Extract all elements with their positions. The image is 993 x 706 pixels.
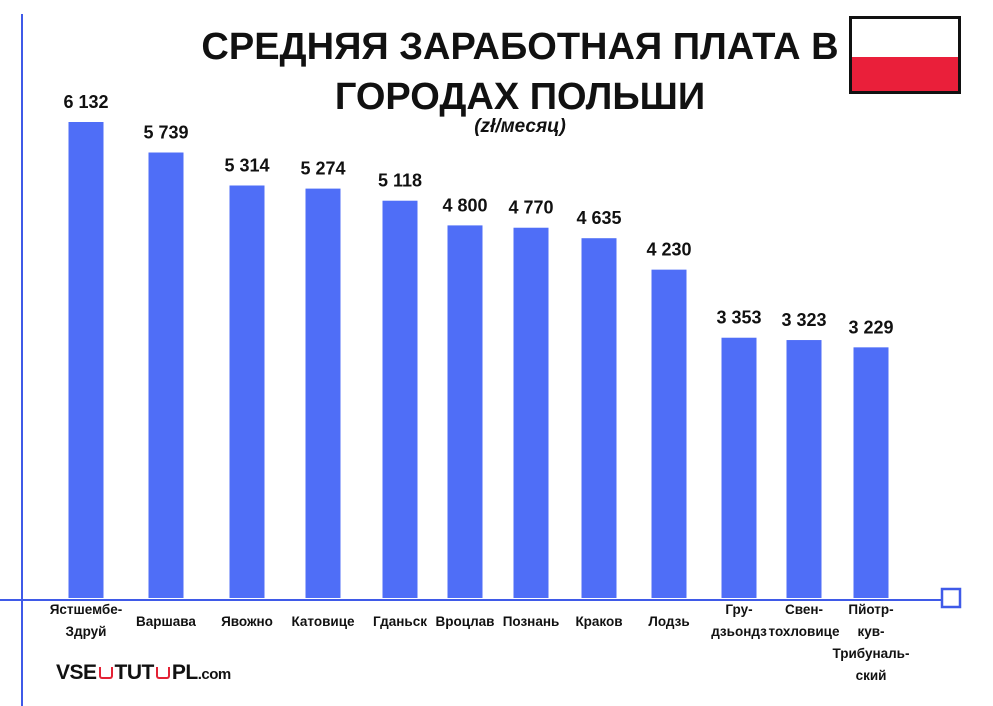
poland-flag-icon xyxy=(849,16,961,94)
bar-12 xyxy=(853,347,889,598)
category-label: Свен-тохловице xyxy=(769,602,840,639)
bar-9 xyxy=(651,269,687,598)
axis-end-square-icon xyxy=(940,587,962,609)
bar-10 xyxy=(721,337,757,598)
cart-icon xyxy=(155,667,170,680)
flag-white-stripe xyxy=(852,19,958,57)
category-label: Ястшембе-Здруй xyxy=(50,602,123,639)
category-label: Варшава xyxy=(136,614,196,629)
chart-title-line-2: ГОРОДАХ ПОЛЬШИ xyxy=(334,76,706,118)
cart-icon xyxy=(98,667,113,680)
bar-4 xyxy=(305,188,341,599)
bar-value-label: 6 132 xyxy=(63,92,108,112)
category-label: Вроцлав xyxy=(436,614,495,629)
bar-value-label: 4 770 xyxy=(508,198,553,218)
category-label: Пйотр-кув-Трибуналь-ский xyxy=(833,602,910,683)
logo-text-domain: .com xyxy=(197,666,232,683)
bar-value-label: 4 800 xyxy=(442,195,487,215)
bar-value-label: 5 118 xyxy=(378,171,422,191)
bar-5 xyxy=(382,200,418,598)
bar-8 xyxy=(581,238,617,598)
flag-red-stripe xyxy=(852,57,958,91)
category-label: Гданьск xyxy=(373,614,427,629)
vsetutpl-logo: VSE TUT PL.com xyxy=(56,661,231,685)
bar-value-label: 3 229 xyxy=(848,317,893,337)
bar-value-label: 3 323 xyxy=(781,310,826,330)
bar-11 xyxy=(786,340,822,598)
bar-7 xyxy=(513,227,549,599)
category-label: Познань xyxy=(503,614,560,629)
logo-text-tut: TUT xyxy=(114,661,155,684)
chart-title: СРЕДНЯЯ ЗАРАБОТНАЯ ПЛАТА В ГОРОДАХ ПОЛЬШ… xyxy=(160,22,880,122)
logo-text-pl: PL xyxy=(171,661,198,684)
bar-value-label: 4 635 xyxy=(576,208,621,228)
bar-6 xyxy=(447,225,483,598)
category-label: Краков xyxy=(575,614,622,629)
bar-value-label: 5 739 xyxy=(143,123,188,143)
category-label: Гру-дзьондз xyxy=(711,602,767,639)
category-label: Явожно xyxy=(221,614,273,629)
bar-2 xyxy=(148,152,184,599)
bar-3 xyxy=(229,185,265,598)
category-label: Катовице xyxy=(292,614,355,629)
bar-value-label: 5 314 xyxy=(224,155,269,175)
bar-value-label: 4 230 xyxy=(646,240,691,260)
bar-value-label: 3 353 xyxy=(716,308,761,328)
logo-text-vse: VSE xyxy=(56,661,97,684)
chart-title-line-1: СРЕДНЯЯ ЗАРАБОТНАЯ ПЛАТА В xyxy=(201,26,839,68)
bar-value-label: 5 274 xyxy=(300,159,345,179)
chart-unit-subtitle: (zł/месяц) xyxy=(474,116,566,137)
bar-1 xyxy=(68,122,104,598)
category-label: Лодзь xyxy=(648,614,689,629)
